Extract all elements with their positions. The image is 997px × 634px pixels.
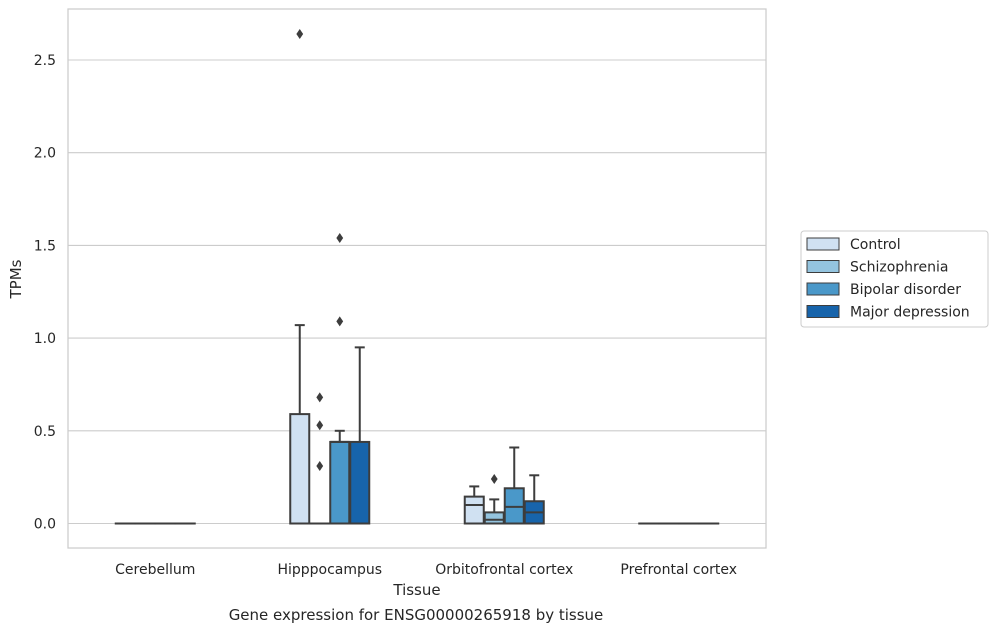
outlier-point [316, 392, 324, 403]
box-body [329, 440, 351, 525]
gridlines [68, 59, 766, 525]
box-major-depression [349, 346, 371, 525]
legend-swatch [806, 260, 840, 273]
y-axis-label: TPMs [7, 259, 25, 299]
legend-swatch [806, 282, 840, 296]
outlier-point [490, 474, 498, 485]
boxes [114, 29, 720, 525]
legend-label: Control [850, 237, 901, 253]
outlier-point [316, 420, 324, 431]
x-tick-label: Hipppocampus [277, 562, 382, 578]
x-axis-label: Tissue [392, 581, 440, 599]
x-tick-label: Orbitofrontal cortex [435, 562, 573, 578]
box-body [289, 413, 311, 525]
x-tick-label: Prefrontal cortex [620, 562, 737, 578]
box-major-depression [523, 474, 545, 525]
outlier-point [316, 461, 324, 472]
y-tick-label: 2.0 [34, 146, 56, 162]
legend-swatch [806, 237, 840, 251]
outlier-point [296, 29, 304, 40]
box-schizophrenia [309, 392, 331, 525]
y-tick-labels: 0.0 0.5 1.0 1.5 2.0 2.5 [34, 53, 56, 533]
outlier-point [336, 316, 344, 327]
legend-label: Schizophrenia [850, 260, 948, 276]
box-body [463, 495, 485, 525]
y-tick-label: 1.0 [34, 331, 56, 347]
outlier-point [336, 232, 344, 243]
figure-caption: Gene expression for ENSG00000265918 by t… [228, 606, 604, 624]
box-body [349, 440, 371, 525]
box-bipolar-disorder [503, 446, 525, 525]
box-control [289, 29, 311, 525]
y-tick-label: 0.5 [34, 424, 56, 440]
x-tick-labels: Cerebellum Hipppocampus Orbitofrontal cort… [115, 562, 737, 578]
legend: Control Schizophrenia Bipolar disorder Majo… [800, 230, 989, 328]
box-body [483, 511, 505, 525]
box-schizophrenia [483, 474, 505, 525]
box-control [463, 485, 485, 525]
plot-frame [67, 8, 767, 549]
y-tick-label: 0.0 [34, 517, 56, 533]
legend-label: Major depression [850, 305, 970, 321]
x-tick-label: Cerebellum [115, 562, 195, 578]
y-tick-label: 1.5 [34, 238, 56, 254]
legend-swatch [806, 305, 840, 318]
legend-frame [800, 230, 989, 328]
box-bipolar-disorder [329, 232, 351, 525]
y-tick-label: 2.5 [34, 53, 56, 69]
legend-label: Bipolar disorder [850, 282, 961, 298]
